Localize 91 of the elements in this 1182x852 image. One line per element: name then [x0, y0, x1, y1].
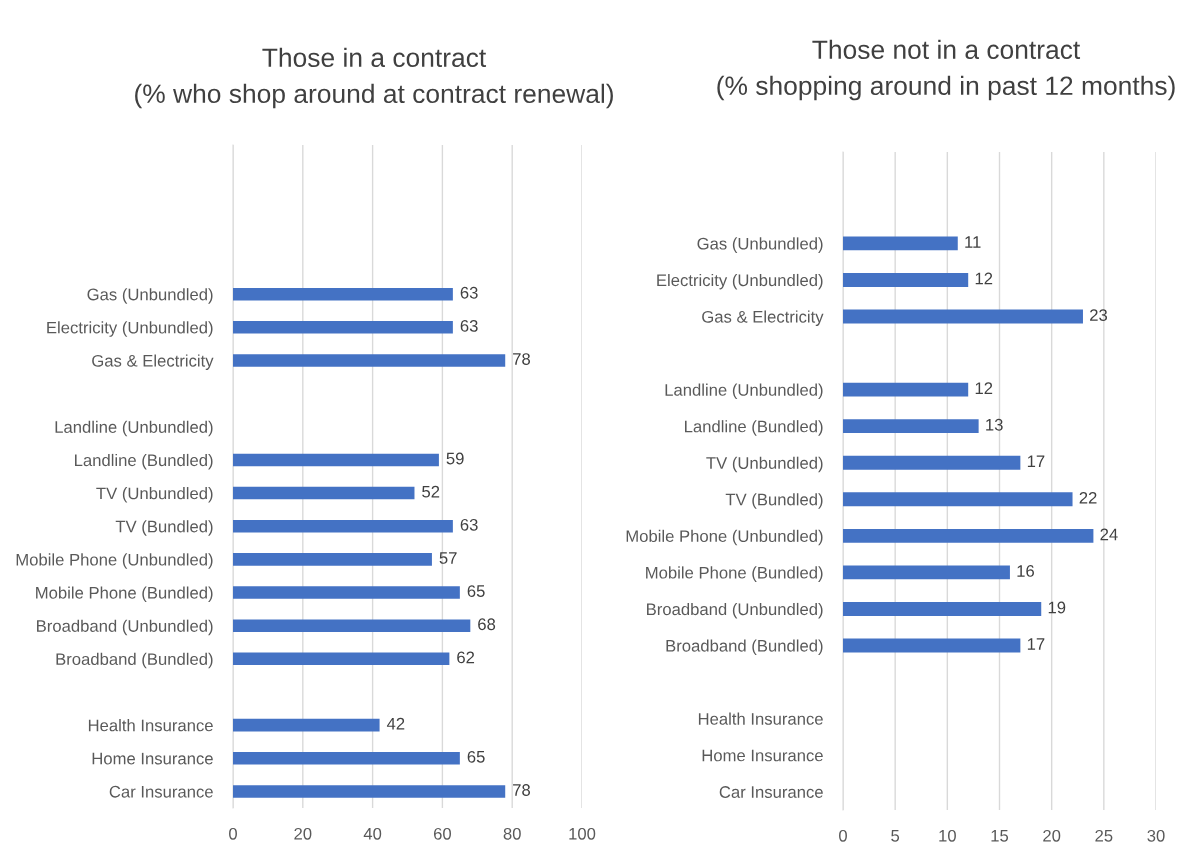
x-tick-label: 15 [991, 830, 1009, 842]
y-tick-label: Home Insurance [92, 752, 213, 765]
y-tick-label: Broadband (Unbundled) [647, 602, 823, 619]
data-label: 11 [965, 236, 981, 248]
chart-title: Those in a contract (% who shop around at contract renewal) [135, 47, 613, 109]
y-tick-label: Car Insurance [719, 786, 823, 798]
x-tick-label: 100 [569, 827, 596, 840]
data-label: 62 [457, 651, 475, 664]
y-tick-label: Gas (Unbundled) [697, 237, 823, 253]
bar [843, 273, 969, 287]
bar [233, 718, 380, 732]
bar [233, 321, 453, 334]
bar [233, 586, 460, 599]
x-tick-label: 0 [839, 829, 847, 842]
data-label: 65 [467, 750, 485, 763]
bar [843, 419, 979, 434]
bar [233, 619, 471, 632]
y-tick-label: Home Insurance [702, 749, 823, 762]
x-tick-label: 25 [1095, 829, 1113, 842]
chart-title: Those not in a contract (% shopping around in past 12 months) [717, 39, 1175, 101]
bar [843, 382, 969, 397]
x-tick-label: 30 [1147, 829, 1165, 842]
data-label: 57 [439, 552, 457, 564]
data-label: 19 [1048, 601, 1066, 614]
y-tick-label: Electricity (Unbundled) [657, 273, 823, 290]
y-tick-label: Broadband (Bundled) [666, 639, 823, 655]
bar [233, 453, 439, 467]
y-tick-label: Landline (Bundled) [75, 453, 213, 470]
y-tick-label: Car Insurance [109, 785, 213, 798]
x-tick-label: 60 [433, 827, 452, 840]
y-tick-label: Mobile Phone (Bundled) [36, 586, 213, 603]
bar [843, 565, 1010, 580]
x-tick-label: 20 [294, 827, 312, 840]
bar [233, 287, 453, 301]
data-label: 16 [1017, 565, 1034, 577]
y-tick-label: Electricity (Unbundled) [47, 321, 213, 337]
data-label: 42 [386, 717, 405, 730]
y-tick-label: Landline (Unbundled) [55, 420, 213, 437]
bar [233, 652, 450, 666]
y-tick-label: Mobile Phone (Bundled) [646, 566, 823, 582]
data-label: 63 [460, 286, 478, 299]
y-tick-label: Health Insurance [698, 712, 823, 725]
bar [233, 785, 506, 798]
x-tick-label: 40 [363, 827, 382, 840]
bar [843, 309, 1083, 324]
data-label: 78 [513, 784, 531, 796]
data-label: 23 [1090, 309, 1108, 321]
y-tick-label: TV (Bundled) [725, 493, 823, 509]
y-tick-label: Gas & Electricity [92, 354, 214, 370]
data-label: 65 [467, 585, 485, 597]
data-label: 63 [460, 518, 478, 531]
data-label: 68 [478, 618, 496, 631]
y-tick-label: Gas (Unbundled) [87, 288, 213, 304]
data-label: 22 [1079, 491, 1097, 504]
y-tick-label: Landline (Unbundled) [665, 383, 823, 400]
x-tick-label: 5 [891, 830, 900, 842]
x-tick-label: 0 [229, 827, 237, 840]
y-tick-label: TV (Unbundled) [96, 487, 213, 503]
y-tick-label: Broadband (Unbundled) [37, 619, 213, 636]
bar [843, 602, 1042, 616]
bar [843, 638, 1021, 653]
data-label: 17 [1027, 455, 1045, 468]
data-label: 59 [446, 452, 464, 465]
bar [843, 455, 1021, 470]
y-tick-label: TV (Bundled) [115, 520, 213, 536]
bar [233, 354, 506, 367]
data-label: 12 [975, 272, 993, 285]
data-label: 12 [975, 382, 993, 394]
bar [233, 553, 432, 566]
y-tick-label: Broadband (Bundled) [56, 652, 213, 669]
bar [843, 528, 1094, 543]
data-label: 13 [986, 418, 1003, 431]
x-tick-label: 20 [1043, 829, 1061, 842]
x-tick-label: 10 [939, 829, 956, 842]
y-tick-label: Mobile Phone (Unbundled) [626, 529, 823, 546]
x-tick-label: 80 [503, 827, 521, 840]
y-tick-label: Landline (Bundled) [685, 420, 823, 436]
data-label: 52 [422, 485, 440, 498]
y-tick-label: Gas & Electricity [702, 310, 824, 326]
y-tick-label: TV (Unbundled) [706, 456, 823, 473]
bar [843, 236, 958, 251]
y-tick-label: Mobile Phone (Unbundled) [16, 553, 213, 569]
bar [843, 492, 1073, 507]
bar [233, 751, 460, 765]
data-label: 63 [460, 320, 478, 332]
y-tick-label: Health Insurance [88, 719, 213, 732]
data-label: 24 [1100, 528, 1118, 541]
data-label: 17 [1027, 638, 1045, 650]
data-label: 78 [513, 353, 531, 365]
bar [233, 486, 415, 500]
bar [233, 519, 453, 533]
